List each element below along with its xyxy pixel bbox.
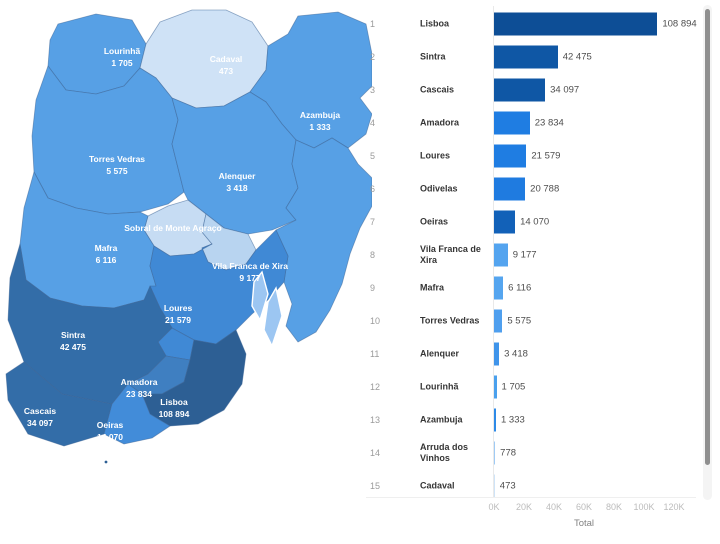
municipality-label: Vila Franca de Xira [420,243,481,265]
municipality-label: Lisboa [420,18,450,28]
value-label: 3 418 [504,348,528,359]
municipality-label: Cascais [420,84,455,94]
bar-row: 2 Sintra 42 475 [366,40,696,73]
rank-label: 4 [370,117,376,128]
total-bar[interactable] [494,375,497,398]
x-tick-label: 120K [663,502,685,512]
rank-label: 5 [370,150,376,161]
rank-label: 1 [370,18,376,29]
x-axis-title: Total [573,518,595,529]
value-label: 20 788 [530,183,560,194]
value-label: 108 894 [662,18,697,29]
total-bar[interactable] [494,474,495,497]
map-region-vfx[interactable] [275,137,372,343]
municipality-label: Mafra [420,282,445,292]
value-label: 21 579 [531,150,561,161]
rank-label: 2 [370,51,376,62]
municipality-label: Torres Vedras [420,315,480,325]
municipality-label: Amadora [420,117,460,127]
total-bar[interactable] [494,12,658,35]
rank-label: 6 [370,183,376,194]
bar-row: 3 Cascais 34 097 [366,73,696,106]
rank-label: 15 [370,480,381,491]
bar-row: 10 Torres Vedras 5 575 [366,304,696,337]
rank-label: 13 [370,414,381,425]
scrollbar[interactable] [703,5,712,500]
total-bar[interactable] [494,78,546,101]
total-bar[interactable] [494,309,503,332]
map-region-oeiras[interactable] [103,383,171,445]
total-bar[interactable] [494,276,504,299]
value-label: 42 475 [562,51,592,62]
rank-label: 9 [370,282,376,293]
map-region-lisboa[interactable] [141,329,247,427]
bar-row: 12 Lourinhã 1 705 [366,370,696,403]
rank-label: 3 [370,84,376,95]
total-bar[interactable] [494,144,527,167]
bar-row: 11 Alenquer 3 418 [366,337,696,370]
bar-row: 1 Lisboa 108 894 [366,7,697,40]
municipality-label: Oeiras [420,216,449,226]
rank-label: 10 [370,315,381,326]
bar-row: 13 Azambuja 1 333 [366,403,696,436]
total-bar[interactable] [494,45,558,68]
x-tick-label: 80K [605,502,623,512]
value-label: 6 116 [508,282,532,293]
value-label: 1 333 [500,414,525,425]
total-bar[interactable] [494,243,508,266]
bar-row: 6 Odivelas 20 788 [366,172,696,205]
value-label: 9 177 [512,249,537,260]
value-label: 5 575 [507,315,532,326]
bar-chart-panel: 1 Lisboa 108 894 2 Sintra 42 475 3 Cascais 34 09… [366,0,697,544]
bar-row: 8 Vila Franca de Xira 9 177 [366,238,696,271]
x-tick-label: 20K [515,502,533,512]
rank-label: 8 [370,249,376,260]
bar-row: 5 Loures 21 579 [366,139,696,172]
total-bar[interactable] [494,111,530,134]
value-label: 778 [500,447,517,458]
x-tick-label: 0K [488,502,500,512]
rank-label: 12 [370,381,381,392]
value-label: 1 705 [501,381,526,392]
map-region-cascais[interactable] [5,361,113,447]
municipality-label: Loures [420,150,451,160]
scrollbar-thumb[interactable] [705,9,710,465]
total-bar[interactable] [494,408,496,431]
axis-zero-line [493,6,494,497]
municipality-label: Alenquer [420,348,460,358]
total-bar[interactable] [494,177,526,200]
municipality-label: Odivelas [420,183,458,193]
value-label: 473 [499,480,516,491]
estuary-island [263,286,283,348]
bar-row: 4 Amadora 23 834 [366,106,696,139]
municipality-label: Cadaval [420,480,455,490]
choropleth-map: Lourinhã 1 705 Cadaval 473 Azambuja 1 333 Torr… [0,2,372,494]
municipality-label: Arruda dos Vinhos [420,441,469,463]
rank-label: 11 [370,348,380,359]
x-axis: 0K 20K 40K 60K 80K 100K 120K Total [366,497,696,538]
x-tick-label: 60K [575,502,593,512]
municipality-label: Azambuja [420,414,463,424]
bar-row: 14 Arruda dos Vinhos 778 [366,436,696,469]
value-label: 23 834 [534,117,564,128]
rank-label: 7 [370,216,376,227]
bar-row: 7 Oeiras 14 070 [366,205,696,238]
total-bar[interactable] [494,342,500,365]
rank-label: 14 [370,447,381,458]
value-label: 34 097 [550,84,580,95]
estuary-island [251,270,269,322]
bar-row: 15 Cadaval 473 [366,469,696,502]
value-label: 14 070 [520,216,550,227]
total-bar[interactable] [494,210,516,233]
x-tick-label: 100K [633,502,655,512]
total-bar[interactable] [494,441,496,464]
municipality-label: Lourinhã [420,381,459,391]
x-tick-label: 40K [545,502,563,512]
coastal-islet [104,460,108,464]
bar-row: 9 Mafra 6 116 [366,271,696,304]
municipality-label: Sintra [420,51,446,61]
